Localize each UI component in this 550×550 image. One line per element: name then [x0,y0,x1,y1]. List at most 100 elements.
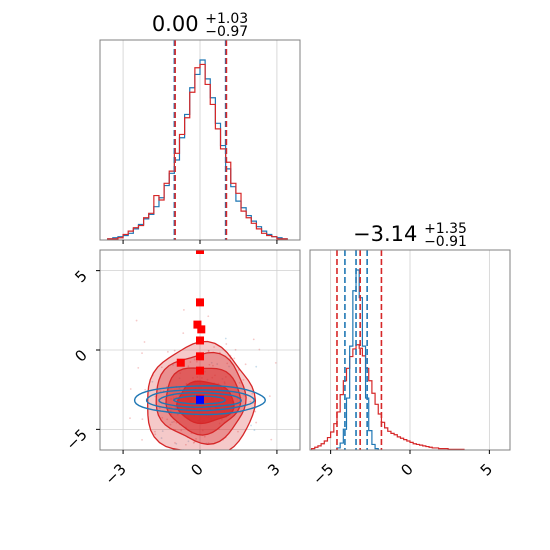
joint-scatter-point [219,463,221,465]
joint-contour-blue-1 [145,389,256,412]
joint-panel: −3 0 3 −5 0 5 [62,249,301,495]
joint-scatter-point [174,454,176,456]
y-title-value: −3.14 [353,222,417,246]
joint-marker-red-2 [193,320,202,329]
joint-scatter-point [151,380,154,383]
joint-scatter-point [184,443,187,446]
joint-scatter-point [116,493,118,495]
joint-scatter-point [160,437,163,439]
joint-scatter-point [255,461,257,463]
joint-scatter-point [213,346,215,348]
joint-scatter-point [169,423,172,426]
joint-scatter-point [226,362,229,365]
x-title-minus: −0.97 [205,24,248,40]
joint-marker-red-7 [176,358,185,367]
y-marginal-panel: −5 0 5 −3.14 +1.35 −0.91 [309,221,511,488]
joint-scatter-point [207,315,210,318]
y-marginal-title: −3.14 +1.35 [353,221,467,246]
joint-ytick-label-2: 5 [71,267,90,286]
joint-scatter-point [195,438,197,440]
y-title-plus: +1.35 [424,221,467,237]
joint-scatter-point [135,319,138,322]
joint-marker-red-4 [196,336,204,345]
joint-scatter-point [255,421,258,424]
joint-scatter-point [182,332,185,335]
joint-scatter-point [208,363,211,366]
joint-scatter-point [175,442,178,445]
joint-scatter-point [161,430,164,433]
joint-scatter-point [180,429,183,432]
joint-scatter-point [178,459,180,461]
joint-marker-red-3 [197,325,206,334]
joint-scatter-point [166,418,169,421]
y-marginal-ticks: −5 0 5 [309,450,496,488]
joint-marker-red-0 [196,250,204,254]
y-marginal-quantile-lines [336,250,383,450]
joint-scatter-point [144,388,147,391]
joint-marker-red-5 [196,352,204,361]
joint-scatter-point [173,349,176,352]
joint-scatter-point [187,365,190,368]
x-marginal-title: 0.00 +1.03 [152,11,248,36]
x-histogram-series-a [107,59,288,240]
x-title-value: 0.00 [152,12,199,36]
x-marginal-quantile-lines [173,40,228,240]
joint-contour-blue-0 [133,385,267,416]
joint-scatter-point [207,350,210,352]
joint-scatter-point [268,395,271,398]
joint-scatter-point [207,349,210,352]
joint-scatter-point [225,343,228,345]
x-marginal-ticks [122,240,278,244]
joint-scatter-point [171,421,174,424]
joint-scatter-point [187,440,190,443]
joint-scatter-point [250,424,252,427]
joint-scatter-point [195,360,198,363]
y-histogram-series-a [336,269,379,450]
joint-scatter-point [158,407,161,409]
joint-scatter-point [254,410,257,413]
joint-scatter-point [243,394,246,397]
joint-contour-red-3 [176,380,235,425]
joint-scatter-point [141,352,143,355]
joint-scatter-point [173,420,175,423]
joint-ytick-label-1: 0 [71,346,90,365]
joint-scatter-point [174,441,176,444]
joint-scatter-point [274,361,277,364]
joint-scatter-point [172,364,174,366]
y-marginal-tick-label-0: −5 [309,460,337,488]
joint-scatter-point [193,358,196,361]
joint-xtick-label-0: −3 [102,460,130,488]
joint-scatter-point [182,309,185,311]
joint-scatter-point [141,418,144,421]
joint-marker-blue [196,395,204,404]
y-marginal-tick-label-2: 5 [477,460,496,479]
joint-scatter-point [141,438,143,441]
x-marginal-panel: 0.00 +1.03 −0.97 [99,11,301,244]
joint-scatter-point [249,400,252,403]
joint-scatter-point [251,392,254,395]
joint-scatter-point [270,438,273,441]
joint-scatter-point [186,455,188,457]
joint-scatter-point [212,364,214,367]
joint-scatter-point [224,337,227,340]
x-histogram-series-b [107,63,288,240]
joint-scatter-point [178,465,180,467]
joint-scatter-point [129,417,131,420]
joint-scatter-point [210,361,213,364]
joint-scatter-point [192,441,195,444]
joint-ytick-label-0: −5 [62,425,90,453]
joint-scatter-point [238,381,241,384]
joint-scatter-point [154,395,157,398]
joint-scatter-point [233,357,236,360]
joint-scatter-point [252,338,255,341]
joint-scatter-point [253,450,255,452]
joint-scatter-point [258,348,261,351]
joint-scatter-point [161,417,164,419]
y-title-minus: −0.91 [424,234,467,250]
joint-scatter-point [154,430,156,433]
joint-scatter-point [171,450,173,452]
joint-scatter-point [253,462,255,464]
joint-scatter-point [137,367,140,369]
y-marginal-grid [330,250,490,450]
